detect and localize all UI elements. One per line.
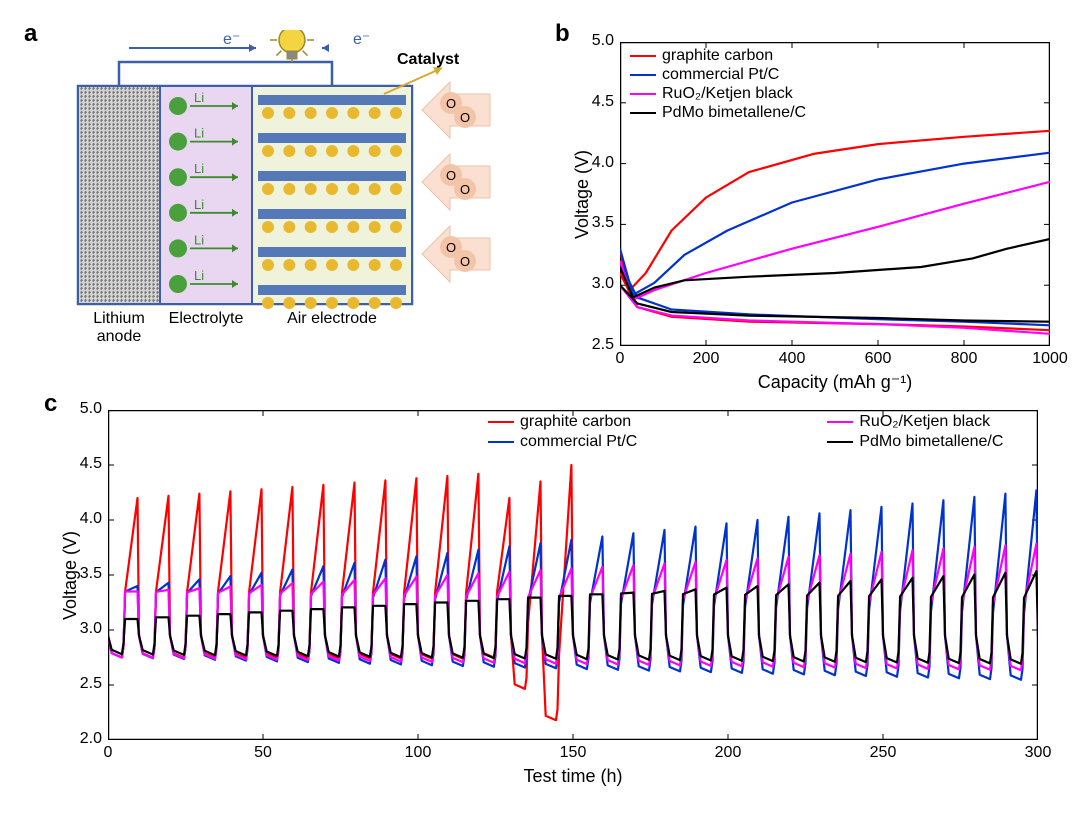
legend-item: graphite carbon <box>488 413 637 431</box>
x-tick: 600 <box>860 350 896 368</box>
legend-item: PdMo bimetallene/C <box>630 104 806 122</box>
legend-label: commercial Pt/C <box>520 433 637 451</box>
panel-label-c: c <box>44 390 57 418</box>
x-tick: 200 <box>688 350 724 368</box>
legend-item: RuO₂/Ketjen black <box>827 413 1003 431</box>
y-tick: 4.5 <box>580 93 614 111</box>
legend-b: graphite carboncommercial Pt/CRuO₂/Ketje… <box>630 46 806 123</box>
svg-text:O: O <box>446 240 456 255</box>
y-tick: 2.5 <box>580 336 614 354</box>
svg-text:O: O <box>460 254 470 269</box>
legend-swatch <box>630 112 656 115</box>
legend-swatch <box>630 93 656 96</box>
legend-item: commercial Pt/C <box>488 433 637 451</box>
legend-item: commercial Pt/C <box>630 66 806 84</box>
legend-swatch <box>488 421 514 424</box>
legend-label: RuO₂/Ketjen black <box>859 413 990 431</box>
x-axis-title: Capacity (mAh g⁻¹) <box>745 372 925 393</box>
legend-label: graphite carbon <box>662 47 773 65</box>
svg-text:e⁻: e⁻ <box>223 31 240 48</box>
svg-text:Li: Li <box>194 161 204 176</box>
x-tick: 300 <box>1020 744 1056 762</box>
legend-swatch <box>630 55 656 58</box>
y-tick: 2.0 <box>68 730 102 748</box>
y-tick: 4.5 <box>68 455 102 473</box>
svg-text:Li: Li <box>194 268 204 283</box>
legend-label: commercial Pt/C <box>662 66 779 84</box>
svg-text:Li: Li <box>194 126 204 141</box>
x-tick: 250 <box>865 744 901 762</box>
chart-c <box>108 410 1038 740</box>
legend-label: graphite carbon <box>520 413 631 431</box>
legend-swatch <box>827 421 853 424</box>
y-axis-title: Voltage (V) <box>572 150 593 239</box>
x-tick: 400 <box>774 350 810 368</box>
svg-text:O: O <box>460 182 470 197</box>
y-tick: 5.0 <box>68 400 102 418</box>
svg-text:Li: Li <box>194 90 204 105</box>
y-tick: 3.0 <box>580 275 614 293</box>
legend-swatch <box>630 74 656 77</box>
y-tick: 5.0 <box>580 32 614 50</box>
legend-item: PdMo bimetallene/C <box>827 433 1003 451</box>
x-tick: 50 <box>245 744 281 762</box>
x-tick: 200 <box>710 744 746 762</box>
svg-text:O: O <box>446 96 456 111</box>
legend-label: PdMo bimetallene/C <box>662 104 806 122</box>
y-tick: 4.0 <box>68 510 102 528</box>
y-tick: 3.0 <box>68 620 102 638</box>
diagram-label: Air electrode <box>252 310 412 328</box>
panel-label-a: a <box>24 20 37 48</box>
legend-swatch <box>488 441 514 444</box>
svg-text:Li: Li <box>194 197 204 212</box>
panel-label-b: b <box>555 20 570 48</box>
diagram-a: e⁻e⁻LiLiLiLiLiLiCatalystOOOOOO <box>60 30 530 350</box>
x-tick: 1000 <box>1032 350 1068 368</box>
legend-c: graphite carbon RuO₂/Ketjen black commerci… <box>488 412 1003 452</box>
x-axis-title: Test time (h) <box>483 766 663 787</box>
x-tick: 150 <box>555 744 591 762</box>
y-axis-title: Voltage (V) <box>60 531 81 620</box>
legend-label: RuO₂/Ketjen black <box>662 85 793 103</box>
svg-text:e⁻: e⁻ <box>353 31 370 48</box>
svg-text:Catalyst: Catalyst <box>397 51 460 68</box>
x-tick: 800 <box>946 350 982 368</box>
x-tick: 100 <box>400 744 436 762</box>
svg-text:Li: Li <box>194 232 204 247</box>
svg-text:O: O <box>446 168 456 183</box>
svg-text:O: O <box>460 110 470 125</box>
legend-label: PdMo bimetallene/C <box>859 433 1003 451</box>
diagram-label: Lithiumanode <box>78 310 160 346</box>
y-tick: 2.5 <box>68 675 102 693</box>
diagram-label: Electrolyte <box>160 310 252 328</box>
legend-swatch <box>827 441 853 444</box>
legend-item: graphite carbon <box>630 47 806 65</box>
legend-item: RuO₂/Ketjen black <box>630 85 806 103</box>
